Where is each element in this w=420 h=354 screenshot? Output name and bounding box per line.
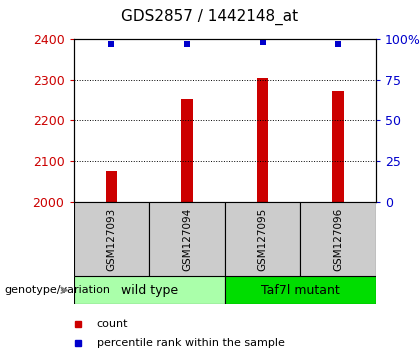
Text: GSM127093: GSM127093 [106,207,116,270]
Bar [74,202,149,276]
Bar [149,202,225,276]
Bar [181,99,193,202]
Bar [257,78,268,202]
Text: GSM127095: GSM127095 [257,207,268,270]
Text: percentile rank within the sample: percentile rank within the sample [97,338,284,348]
Text: GSM127094: GSM127094 [182,207,192,270]
Bar [225,202,300,276]
Text: GSM127096: GSM127096 [333,207,343,270]
Bar [225,276,376,304]
Text: GDS2857 / 1442148_at: GDS2857 / 1442148_at [121,9,299,25]
Bar [333,91,344,202]
Text: wild type: wild type [121,284,178,297]
Text: count: count [97,319,128,329]
Text: genotype/variation: genotype/variation [4,285,110,295]
Bar [74,276,225,304]
Bar [106,171,117,202]
Text: Taf7l mutant: Taf7l mutant [261,284,340,297]
Bar [300,202,376,276]
